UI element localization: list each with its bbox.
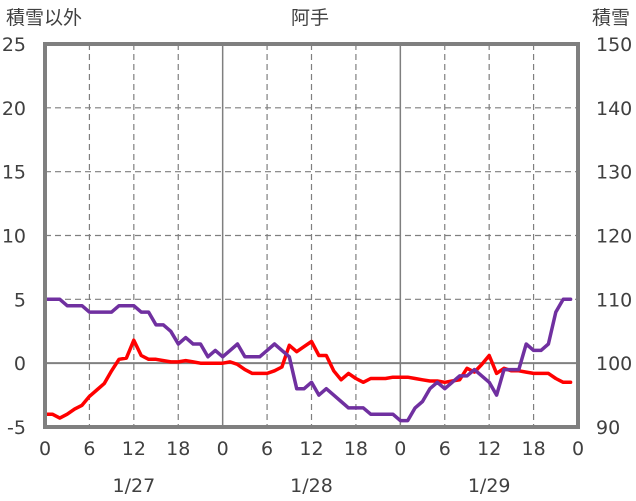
y-right-tick-label: 100	[596, 353, 632, 375]
y-left-tick-label: 5	[14, 289, 26, 311]
x-tick-label: 6	[83, 438, 95, 460]
snow-depth-line	[43, 297, 573, 423]
date-label: 1/27	[112, 475, 155, 497]
y-left-tick-label: -5	[7, 417, 26, 439]
x-tick-label: 0	[394, 438, 406, 460]
x-tick-label: 12	[299, 438, 323, 460]
x-tick-label: 0	[217, 438, 229, 460]
x-tick-label: 0	[39, 438, 51, 460]
x-tick-label: 12	[122, 438, 146, 460]
y-left-tick-label: 20	[2, 98, 26, 120]
y-left-tick-label: 0	[14, 353, 26, 375]
y-right-tick-label: 130	[596, 162, 632, 184]
non-snow-line	[43, 338, 573, 420]
y-left-ticks: 25 20 15 10 5 0 -5	[2, 34, 26, 439]
y-right-ticks: 150 140 130 120 110 100 90	[596, 34, 632, 439]
plot-frame	[43, 42, 580, 429]
chart-title: 阿手	[291, 7, 329, 29]
x-tick-label: 12	[477, 438, 501, 460]
y-right-tick-label: 110	[596, 289, 632, 311]
grid	[45, 44, 578, 427]
y-left-tick-label: 25	[2, 34, 26, 56]
x-tick-label: 0	[572, 438, 584, 460]
x-tick-label: 6	[261, 438, 273, 460]
y-right-tick-label: 140	[596, 98, 632, 120]
date-labels: 1/27 1/28 1/29	[112, 475, 510, 497]
x-tick-label: 18	[521, 438, 545, 460]
x-ticks: 0 6 12 18 0 6 12 18 0 6 12 18 0	[39, 438, 584, 460]
y-left-tick-label: 15	[2, 162, 26, 184]
series-lines	[43, 297, 573, 423]
y-left-tick-label: 10	[2, 226, 26, 248]
x-tick-label: 18	[344, 438, 368, 460]
x-tick-label: 18	[166, 438, 190, 460]
date-label: 1/29	[468, 475, 511, 497]
date-label: 1/28	[290, 475, 333, 497]
right-axis-title: 積雪	[592, 7, 630, 29]
x-tick-label: 6	[439, 438, 451, 460]
y-right-tick-label: 120	[596, 226, 632, 248]
left-axis-title: 積雪以外	[6, 7, 82, 29]
y-right-tick-label: 150	[596, 34, 632, 56]
y-right-tick-label: 90	[596, 417, 620, 439]
